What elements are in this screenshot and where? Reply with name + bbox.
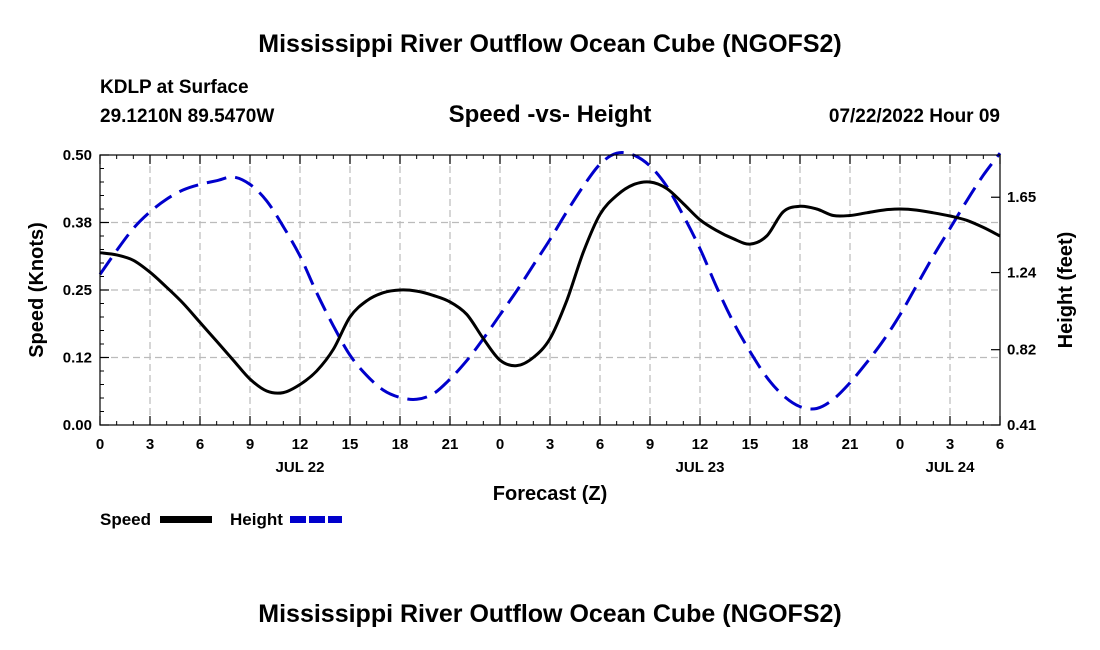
footer-title: Mississippi River Outflow Ocean Cube (NG…: [258, 600, 842, 628]
y2-axis-title: Height (feet): [1055, 232, 1077, 349]
station-label: KDLP at Surface: [100, 77, 249, 98]
grid-lines: [100, 155, 1000, 425]
speed-series-line: [99, 180, 1001, 395]
axis-tick-labels: 0 3 6 9 12 15 18 21 0 3 6 9 12 15 18 21 0 3 6 JUL 22 JUL 23 J…: [63, 147, 1037, 476]
axis-ticks: [99, 154, 1001, 426]
y-tick-label: 0.25: [63, 282, 92, 299]
legend-height-label: Height: [230, 510, 283, 529]
x-axis-title: Forecast (Z): [493, 483, 607, 505]
station-coordinates: 29.1210N 89.5470W: [100, 106, 275, 127]
y2-tick-label: 1.24: [1007, 265, 1037, 282]
x-tick-label: 3: [546, 436, 554, 453]
x-tick-label: 6: [996, 436, 1004, 453]
y2-tick-label: 0.41: [1007, 417, 1036, 434]
chart-series: [98, 151, 1002, 411]
y-tick-label: 0.12: [63, 350, 92, 367]
x-tick-label: 12: [692, 436, 709, 453]
x-tick-label: 9: [246, 436, 254, 453]
x-tick-label: 12: [292, 436, 309, 453]
x-date-label: JUL 23: [676, 459, 725, 476]
x-tick-label: 18: [392, 436, 409, 453]
main-title: Mississippi River Outflow Ocean Cube (NG…: [258, 30, 842, 58]
y-tick-label: 0.50: [63, 147, 92, 164]
x-date-label: JUL 24: [926, 459, 976, 476]
x-tick-label: 0: [496, 436, 504, 453]
x-tick-label: 9: [646, 436, 654, 453]
x-tick-label: 18: [792, 436, 809, 453]
y2-tick-label: 1.65: [1007, 189, 1036, 206]
forecast-datetime: 07/22/2022 Hour 09: [828, 106, 1000, 127]
x-tick-label: 21: [842, 436, 859, 453]
y2-tick-label: 0.82: [1007, 342, 1036, 359]
x-tick-label: 3: [946, 436, 954, 453]
x-tick-label: 0: [96, 436, 104, 453]
x-tick-label: 15: [342, 436, 359, 453]
x-tick-label: 21: [442, 436, 459, 453]
y-tick-label: 0.38: [63, 215, 92, 232]
y-axis-title: Speed (Knots): [26, 222, 48, 358]
x-tick-label: 15: [742, 436, 759, 453]
x-tick-label: 6: [196, 436, 204, 453]
legend-speed-label: Speed: [100, 510, 151, 529]
plot-title: Speed -vs- Height: [448, 101, 652, 128]
x-tick-label: 3: [146, 436, 154, 453]
x-tick-label: 6: [596, 436, 604, 453]
x-tick-label: 0: [896, 436, 904, 453]
y-tick-label: 0.00: [63, 417, 92, 434]
chart-legend: Speed Height: [100, 510, 342, 529]
height-series-line: [98, 151, 1002, 411]
x-date-label: JUL 22: [276, 459, 325, 476]
